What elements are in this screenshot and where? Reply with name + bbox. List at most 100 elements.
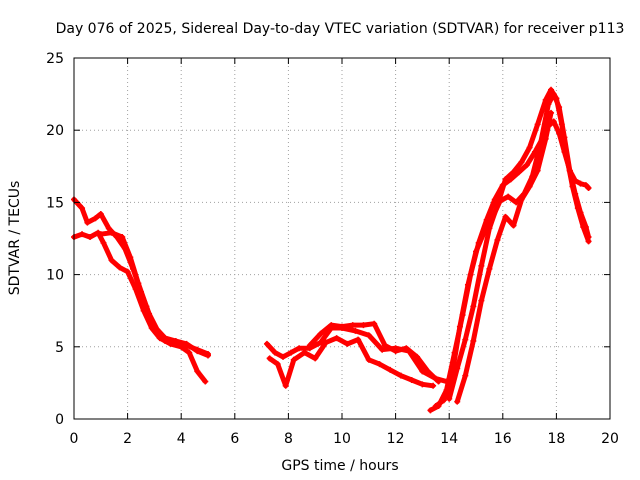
data-point: [464, 281, 471, 288]
data-point: [427, 407, 434, 414]
data-point: [306, 342, 313, 349]
data-point: [119, 234, 126, 241]
data-point: [274, 361, 281, 368]
data-point: [381, 342, 388, 349]
data-point: [510, 169, 517, 176]
y-tick-label: 15: [46, 195, 64, 211]
data-point: [290, 356, 297, 363]
data-point: [127, 254, 134, 261]
series-trace-b: [71, 229, 209, 385]
series-trace-j: [454, 109, 555, 405]
data-point: [534, 121, 541, 128]
x-tick-label: 4: [177, 431, 186, 447]
data-point: [510, 222, 517, 229]
data-point: [272, 349, 278, 356]
data-point: [79, 231, 86, 238]
y-tick-label: 0: [55, 412, 64, 428]
data-point: [349, 322, 356, 329]
series-trace-d: [263, 325, 450, 385]
data-point: [574, 205, 581, 212]
data-point: [564, 156, 571, 163]
data-point: [333, 335, 340, 342]
data-point: [296, 345, 303, 352]
data-point: [124, 268, 131, 275]
data-point: [456, 323, 463, 330]
y-tick-label: 25: [46, 51, 64, 67]
data-point: [339, 323, 345, 330]
data-point: [344, 340, 351, 347]
data-point: [194, 368, 201, 375]
data-point: [392, 348, 399, 355]
data-point: [360, 322, 367, 329]
axis-ticks: 0 2 4 6 8 10 12 14 16 18 20 0 5 10 15 20 25: [46, 51, 619, 447]
data-point: [365, 332, 372, 339]
gridlines: [74, 58, 610, 419]
data-point: [397, 372, 404, 379]
data-point: [558, 121, 565, 128]
data-point: [352, 327, 359, 334]
data-point: [494, 236, 501, 243]
series-trace-e: [266, 335, 437, 389]
data-point: [280, 353, 287, 360]
data-point: [462, 372, 469, 379]
data-point: [502, 213, 509, 220]
data-point: [100, 239, 107, 246]
data-point: [116, 264, 123, 271]
data-point: [205, 351, 211, 358]
data-point: [454, 365, 461, 372]
data-point: [470, 338, 477, 345]
y-axis-label: SDTVAR / TECUs: [7, 181, 23, 296]
data-point: [515, 169, 522, 176]
data-point: [478, 262, 485, 269]
data-point: [440, 397, 447, 404]
data-point: [454, 398, 461, 405]
data-point: [494, 202, 501, 209]
series-line: [98, 230, 211, 357]
data-point: [419, 368, 426, 375]
x-axis-label: GPS time / hours: [281, 458, 398, 474]
data-point: [542, 96, 549, 103]
data-point: [585, 184, 592, 191]
x-tick-label: 20: [601, 431, 619, 447]
data-point: [585, 238, 592, 245]
data-point: [518, 196, 525, 203]
data-point: [446, 395, 453, 402]
data-point: [105, 225, 112, 232]
data-point: [202, 378, 209, 385]
data-point: [151, 326, 158, 333]
x-tick-label: 14: [440, 431, 458, 447]
data-point: [553, 95, 560, 102]
data-point: [379, 346, 386, 353]
series-line: [264, 325, 449, 384]
data-point: [92, 215, 99, 222]
x-tick-label: 18: [547, 431, 565, 447]
data-point: [548, 109, 555, 116]
series-trace-f: [306, 320, 442, 385]
data-point: [312, 355, 319, 362]
data-point: [432, 403, 439, 410]
chart-title: Day 076 of 2025, Sidereal Day-to-day VTE…: [56, 21, 625, 37]
data-point: [419, 381, 426, 388]
series-trace-i: [446, 86, 592, 402]
data-point: [172, 339, 179, 346]
data-point: [577, 180, 584, 187]
data-point: [317, 330, 324, 337]
data-point: [266, 355, 273, 362]
data-point: [355, 336, 362, 343]
data-point: [430, 382, 437, 389]
data-point: [97, 210, 104, 217]
data-point: [132, 286, 139, 293]
data-point: [548, 86, 555, 93]
y-tick-label: 10: [46, 268, 64, 284]
data-point: [79, 205, 86, 212]
series-trace-h: [432, 91, 592, 410]
data-point: [424, 368, 431, 375]
data-point: [108, 257, 115, 264]
x-tick-label: 6: [230, 431, 239, 447]
x-tick-label: 10: [333, 431, 351, 447]
data-point: [486, 225, 493, 232]
data-point: [414, 353, 421, 360]
data-point: [162, 338, 169, 345]
data-point: [194, 346, 201, 353]
data-point: [135, 280, 142, 287]
